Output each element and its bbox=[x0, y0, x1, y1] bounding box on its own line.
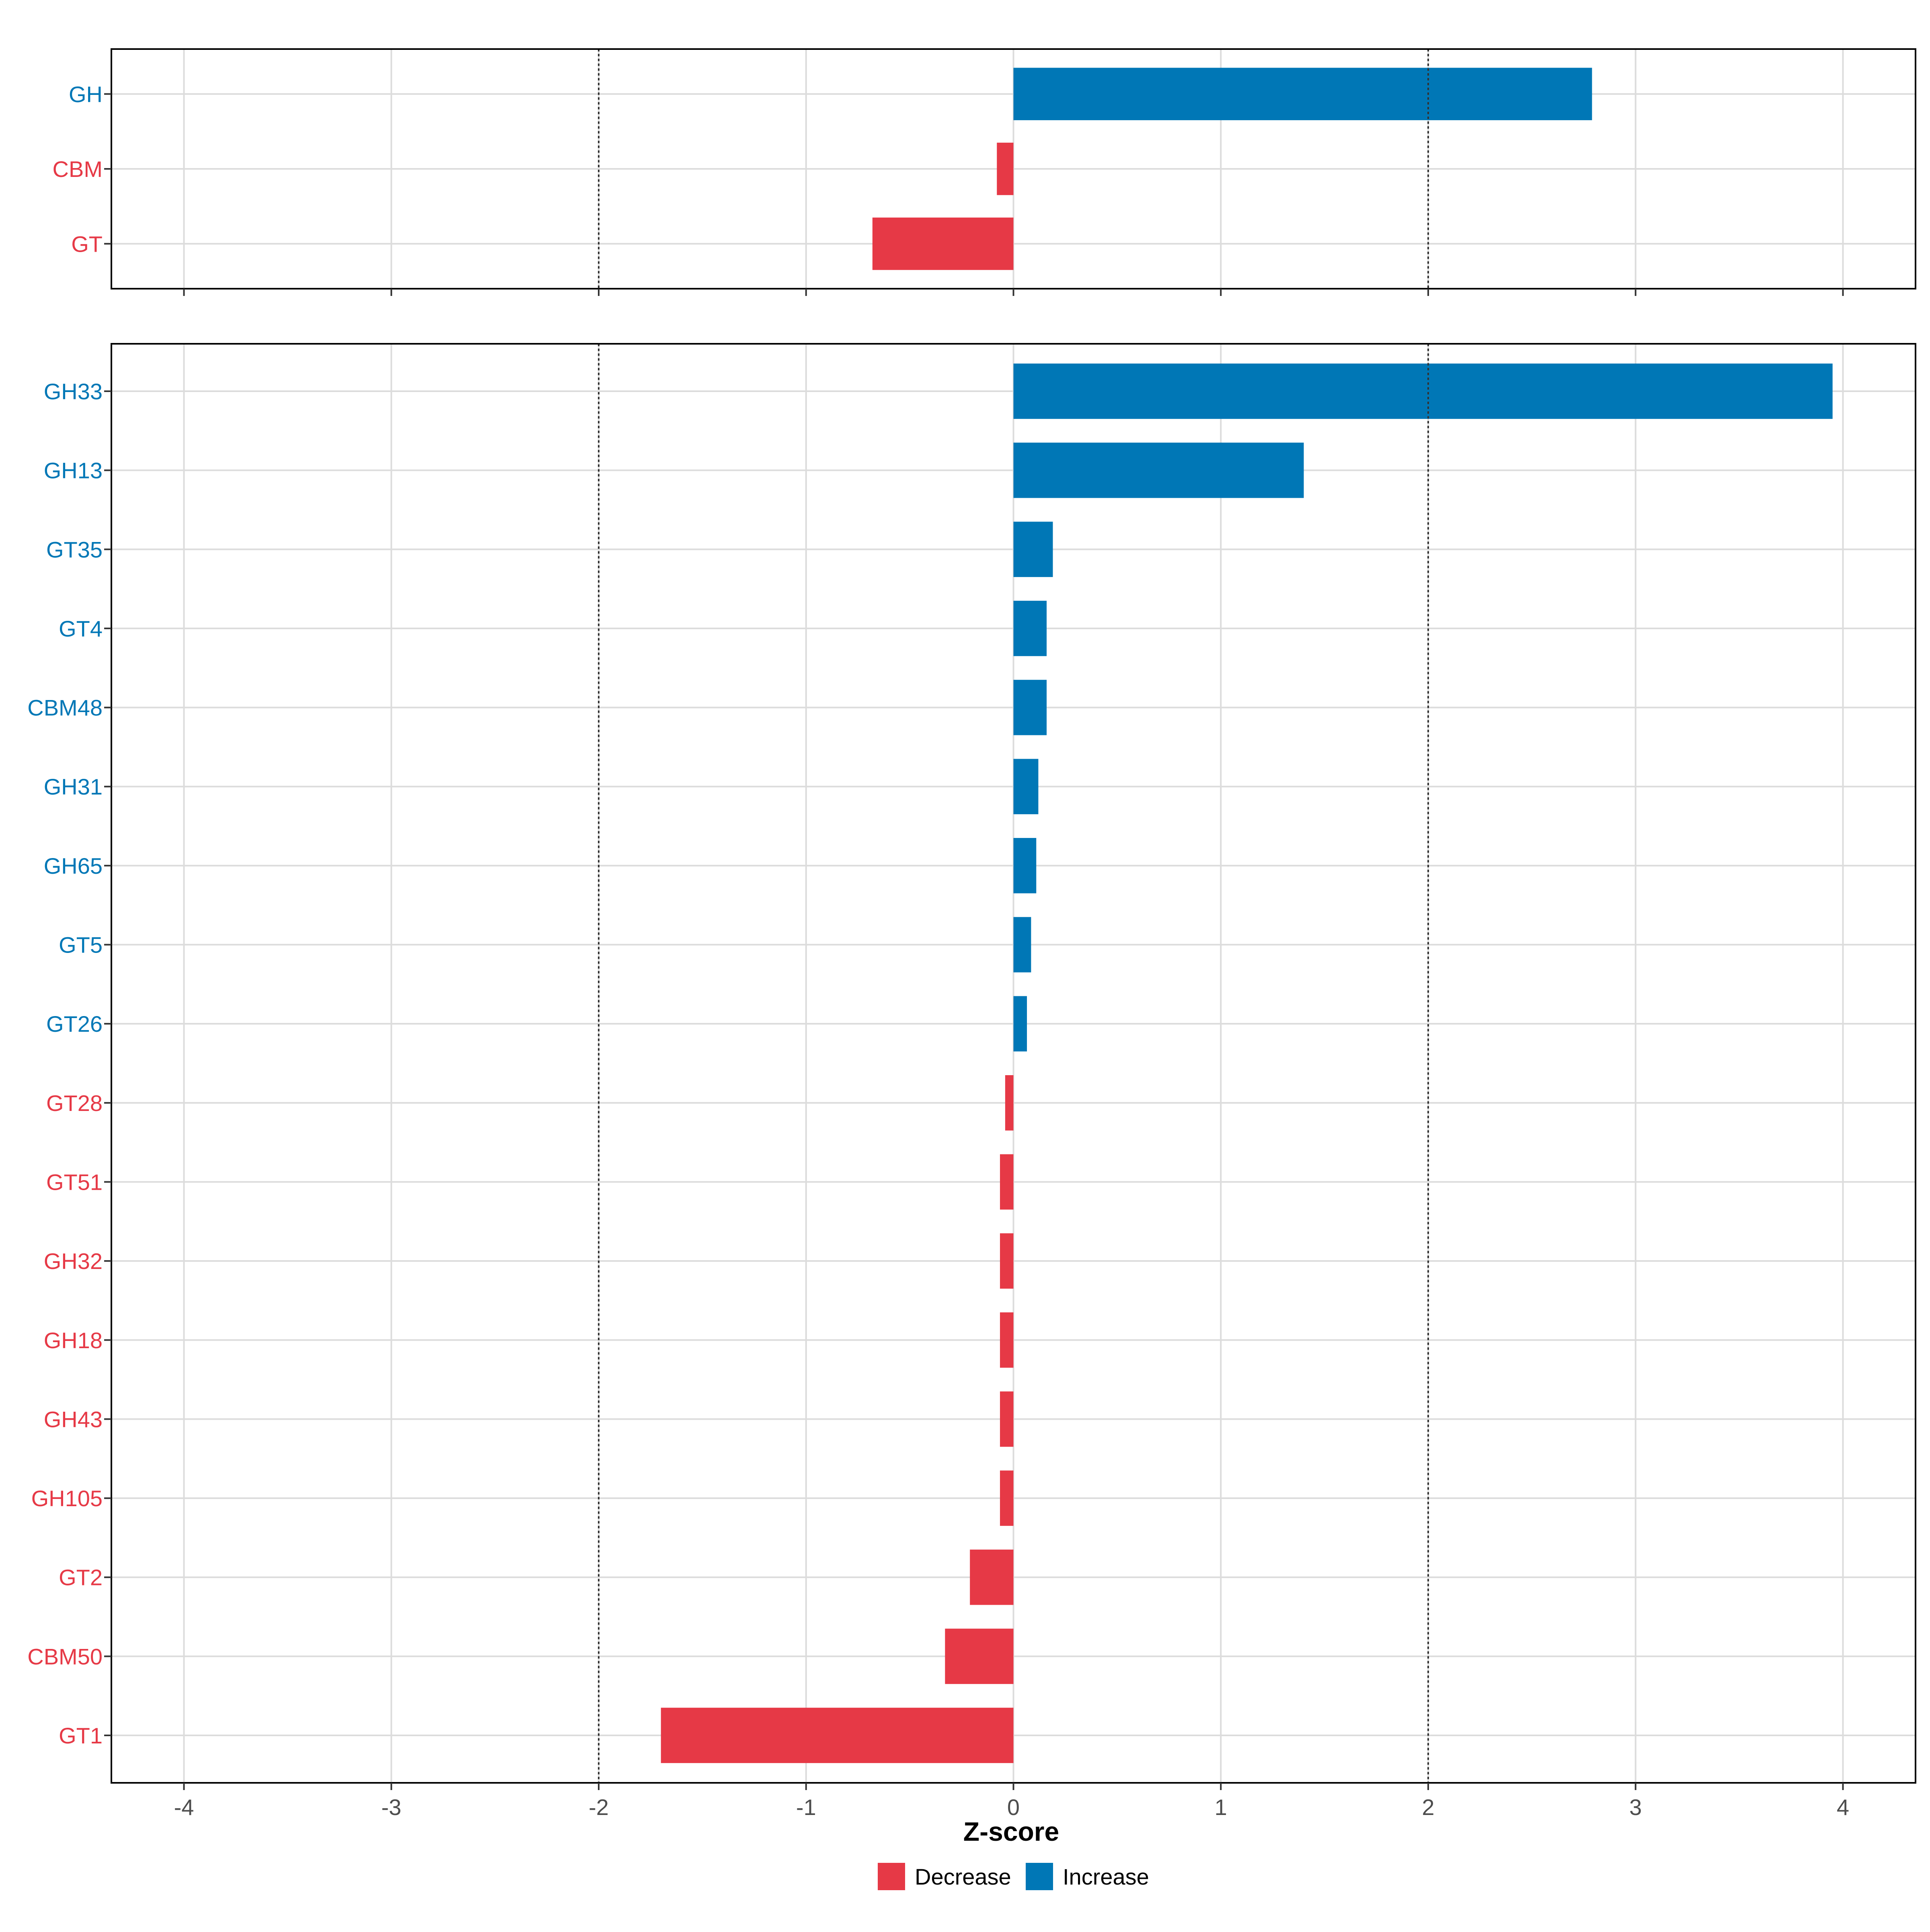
bar-GT51 bbox=[1000, 1154, 1014, 1210]
y-tick-label-GT35: GT35 bbox=[46, 537, 103, 562]
y-tick-label-GH18: GH18 bbox=[44, 1328, 103, 1353]
x-tick-label: 1 bbox=[1215, 1794, 1227, 1820]
x-tick-label: 4 bbox=[1837, 1794, 1849, 1820]
bar-GH13 bbox=[1013, 442, 1304, 498]
y-tick-label-GT5: GT5 bbox=[59, 932, 103, 958]
bar-CBM bbox=[997, 142, 1014, 195]
y-tick-label-GH13: GH13 bbox=[44, 458, 103, 483]
y-tick-label-CBM: CBM bbox=[53, 156, 103, 182]
y-tick-label-CBM48: CBM48 bbox=[27, 695, 103, 721]
x-tick-label: -4 bbox=[174, 1794, 194, 1820]
legend-label-increase: Increase bbox=[1063, 1864, 1149, 1889]
bar-GH18 bbox=[1000, 1312, 1014, 1368]
bar-GT26 bbox=[1013, 996, 1027, 1052]
bar-GT28 bbox=[1005, 1075, 1014, 1131]
panel-family-level: GH33 GH13 GT35 GT4 CBM48 GH31 GH65 GT5 GT26 GT28 G… bbox=[27, 343, 1916, 1790]
bar-GH43 bbox=[1000, 1391, 1014, 1447]
bar-GH65 bbox=[1013, 838, 1037, 893]
legend: Decrease Increase bbox=[878, 1863, 1149, 1890]
x-tick-label: -2 bbox=[589, 1794, 609, 1820]
panel-class-level: GH CBM GT bbox=[53, 48, 1916, 296]
y-tick-label-GH105: GH105 bbox=[31, 1486, 103, 1511]
y-tick-label-GT2: GT2 bbox=[59, 1565, 103, 1590]
bar-GT5 bbox=[1013, 917, 1031, 973]
x-tick-label: -1 bbox=[796, 1794, 816, 1820]
bar-CBM50 bbox=[945, 1628, 1014, 1684]
x-axis-title: Z-score bbox=[963, 1817, 1059, 1846]
bar-GH105 bbox=[1000, 1470, 1014, 1526]
legend-swatch-increase bbox=[1026, 1863, 1053, 1890]
bar-CBM48 bbox=[1013, 680, 1047, 735]
bar-GH bbox=[1013, 68, 1592, 120]
y-tick-label-GH31: GH31 bbox=[44, 774, 103, 799]
bar-GH31 bbox=[1013, 759, 1039, 815]
bar-GT35 bbox=[1013, 521, 1053, 577]
x-tick-label: 2 bbox=[1422, 1794, 1434, 1820]
x-tick-label: -3 bbox=[381, 1794, 401, 1820]
bar-GT1 bbox=[661, 1708, 1014, 1763]
bar-GT4 bbox=[1013, 601, 1047, 656]
y-tick-label-GH65: GH65 bbox=[44, 853, 103, 879]
y-tick-label-GT28: GT28 bbox=[46, 1090, 103, 1116]
y-tick-label-GT26: GT26 bbox=[46, 1011, 103, 1037]
bar-GT bbox=[872, 218, 1014, 270]
bar-GH33 bbox=[1013, 363, 1833, 419]
y-tick-label-GH32: GH32 bbox=[44, 1248, 103, 1274]
x-axis: -4 -3 -2 -1 0 1 2 3 4 bbox=[174, 1794, 1849, 1820]
y-tick-label-GT: GT bbox=[71, 231, 103, 257]
y-tick-label-GT1: GT1 bbox=[59, 1723, 103, 1748]
x-tick-label: 0 bbox=[1007, 1794, 1020, 1820]
legend-swatch-decrease bbox=[878, 1863, 905, 1890]
x-tick-label: 3 bbox=[1629, 1794, 1642, 1820]
y-tick-label-GH33: GH33 bbox=[44, 379, 103, 404]
y-tick-label-GT4: GT4 bbox=[59, 616, 103, 641]
y-tick-label-GH43: GH43 bbox=[44, 1406, 103, 1432]
bar-GH32 bbox=[1000, 1233, 1014, 1289]
y-tick-label-GT51: GT51 bbox=[46, 1169, 103, 1195]
legend-label-decrease: Decrease bbox=[915, 1864, 1011, 1889]
bar-GT2 bbox=[970, 1549, 1014, 1605]
y-tick-label-CBM50: CBM50 bbox=[27, 1644, 103, 1669]
y-tick-label-GH: GH bbox=[69, 82, 103, 107]
